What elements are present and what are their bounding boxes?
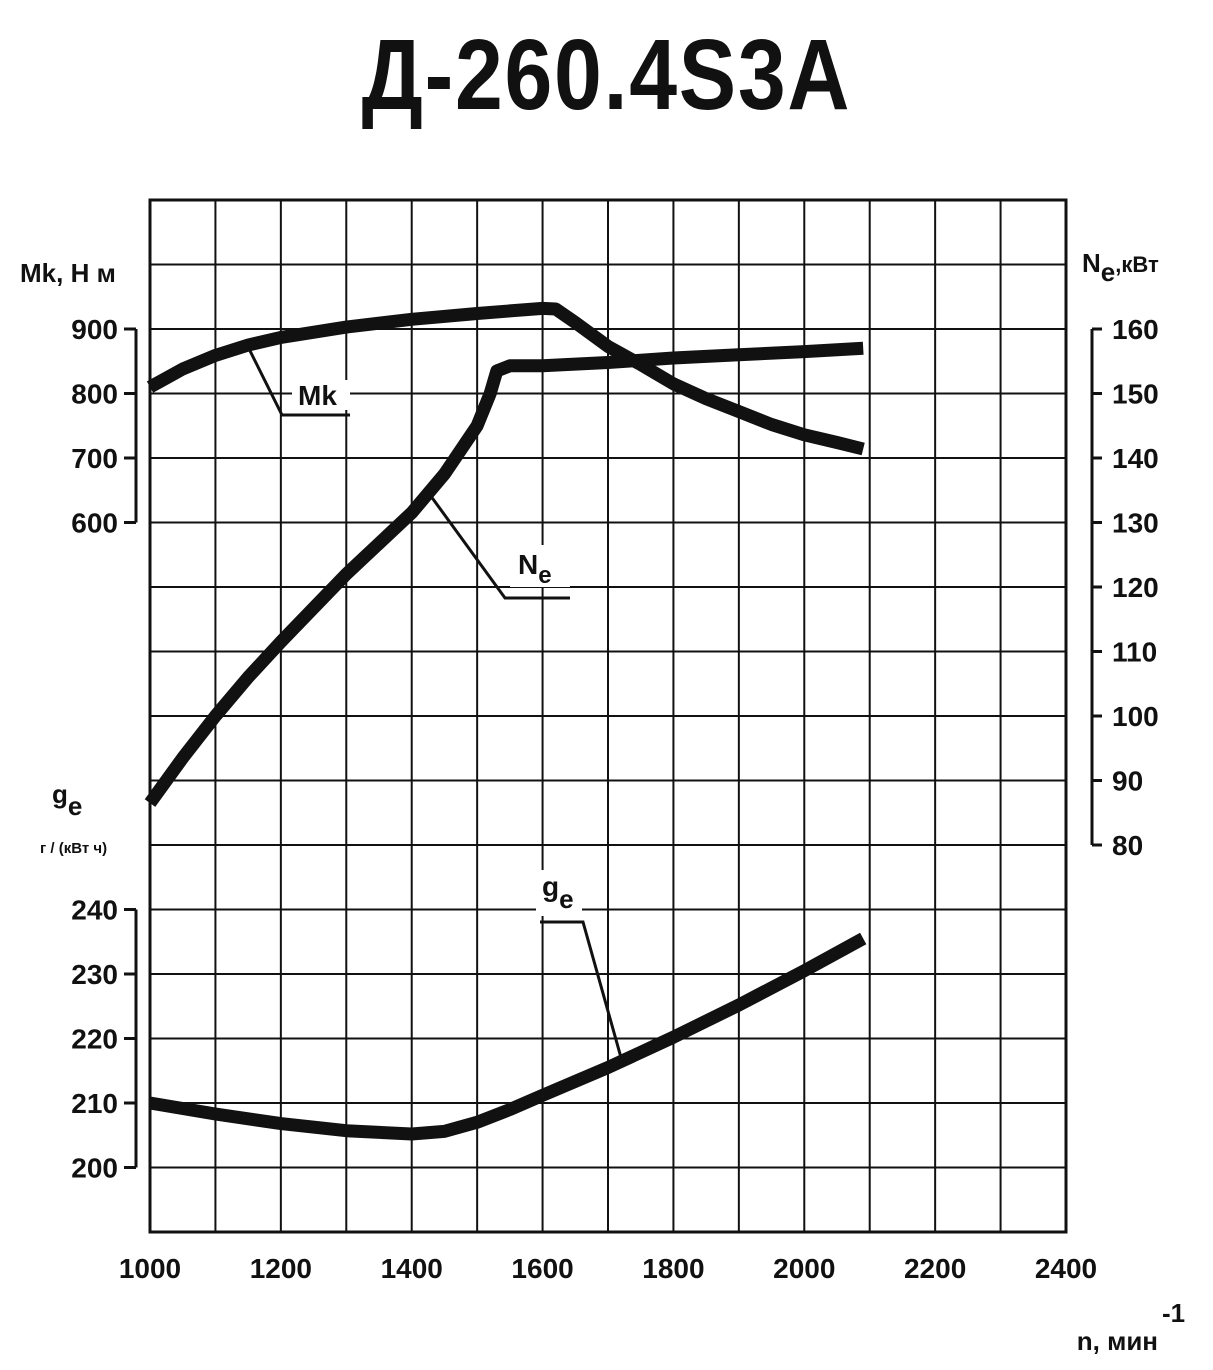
consumption-tick-label: 230 xyxy=(71,959,118,990)
x-tick-label: 1000 xyxy=(119,1253,181,1284)
grid xyxy=(148,198,1068,1234)
x-tick-label: 1600 xyxy=(511,1253,573,1284)
torque-axis-label: Mk, Н м xyxy=(20,258,116,288)
x-tick-label: 1200 xyxy=(250,1253,312,1284)
consumption-tick-label: 220 xyxy=(71,1024,118,1055)
x-axis-label: n, мин xyxy=(1077,1326,1158,1356)
series-line-ge xyxy=(148,932,867,1141)
consumption-tick-label: 210 xyxy=(71,1088,118,1119)
torque-tick-label: 800 xyxy=(71,379,118,410)
power-tick-label: 140 xyxy=(1112,443,1159,474)
torque-tick-label: 700 xyxy=(71,443,118,474)
power-tick-label: 120 xyxy=(1112,572,1159,603)
x-tick-label: 2000 xyxy=(773,1253,835,1284)
x-tick-label: 1800 xyxy=(642,1253,704,1284)
series-line-ne xyxy=(144,341,864,807)
power-tick-label: 130 xyxy=(1112,508,1159,539)
labels: Mk Ne ge xyxy=(246,346,623,1059)
power-tick-label: 150 xyxy=(1112,379,1159,410)
ne-curve-label: Ne xyxy=(518,549,552,589)
torque-tick-label: 600 xyxy=(71,508,118,539)
chart-title: Д-260.4S3A xyxy=(361,19,852,131)
mk-curve-label: Mk xyxy=(298,380,337,411)
x-tick-label: 1400 xyxy=(381,1253,443,1284)
ge-curve-label: ge xyxy=(542,871,574,914)
x-tick-label: 2200 xyxy=(904,1253,966,1284)
power-tick-label: 110 xyxy=(1112,637,1157,668)
mk-label-bg xyxy=(292,380,350,410)
ne-leader-line xyxy=(430,495,570,600)
ge-leader-line xyxy=(540,920,623,1059)
power-tick-label: 80 xyxy=(1112,830,1143,861)
mk-leader-line xyxy=(246,346,350,417)
consumption-axis-unit: г / (кВт ч) xyxy=(40,840,107,857)
consumption-tick-label: 200 xyxy=(71,1153,118,1184)
ne-label-bg xyxy=(510,545,570,587)
power-axis-label: Ne,кВт xyxy=(1082,248,1159,287)
torque-tick-label: 900 xyxy=(71,314,118,345)
curves xyxy=(144,301,867,1141)
axes: 1000 1200 1400 1600 1800 2000 2200 2400 n, мин-1… xyxy=(20,248,1185,1356)
consumption-axis-label: ge xyxy=(52,779,82,821)
power-tick-label: 90 xyxy=(1112,766,1143,797)
ge-label-bg xyxy=(536,870,582,916)
x-tick-label: 2400 xyxy=(1035,1253,1097,1284)
consumption-tick-label: 240 xyxy=(71,895,118,926)
series-line-mk xyxy=(146,301,865,456)
x-axis-label-exponent: -1 xyxy=(1162,1298,1185,1328)
power-tick-label: 100 xyxy=(1112,701,1159,732)
power-tick-label: 160 xyxy=(1112,314,1159,345)
